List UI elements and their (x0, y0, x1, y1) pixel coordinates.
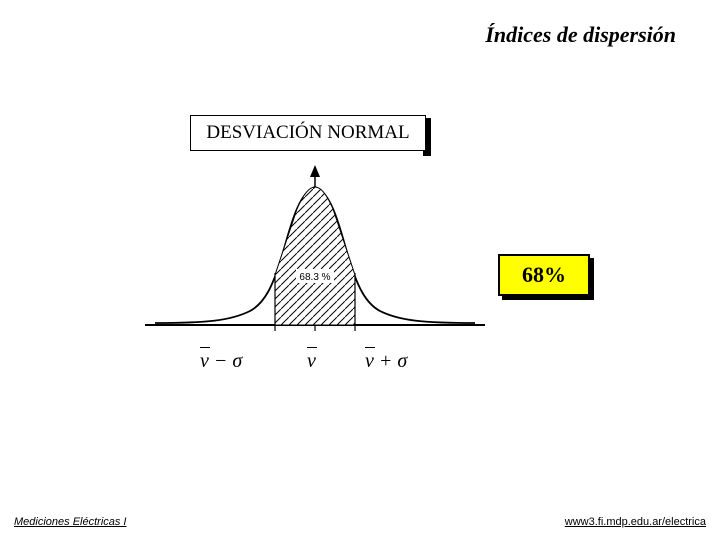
normal-distribution-chart: 68.3 % (145, 165, 485, 355)
x-axis-labels: v − σ v v + σ (145, 350, 485, 376)
axis-label-center: v (307, 350, 316, 373)
section-label-container: DESVIACIÓN NORMAL (190, 115, 430, 153)
curve-center-label: 68.3 % (299, 272, 330, 283)
page-title: Índices de dispersión (485, 22, 676, 48)
percentage-badge: 68% (498, 254, 590, 296)
section-label: DESVIACIÓN NORMAL (190, 115, 426, 151)
axis-label-right: v + σ (365, 350, 407, 373)
footer-url[interactable]: www3.fi.mdp.edu.ar/electrica (565, 516, 706, 528)
percentage-badge-container: 68% (498, 254, 590, 296)
footer-course-name: Mediciones Eléctricas I (14, 516, 127, 528)
bell-curve-svg: 68.3 % (145, 165, 485, 355)
axis-label-left: v − σ (200, 350, 242, 373)
